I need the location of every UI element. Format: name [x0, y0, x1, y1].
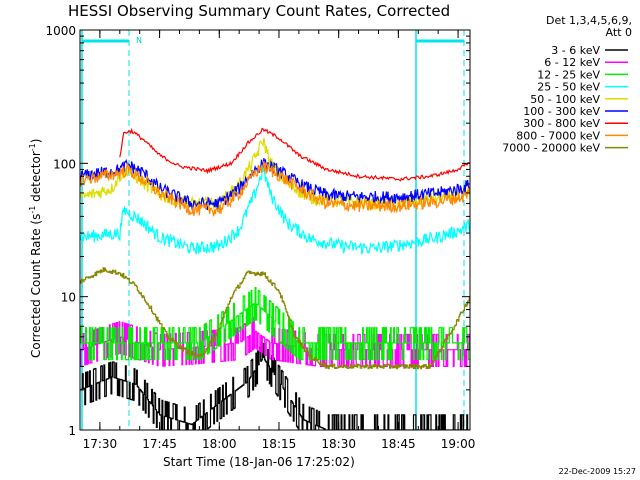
x-tick-label-4: 18:30	[321, 437, 356, 451]
x-axis: 17:30 17:45 18:00 18:15 18:30 18:45 19:00	[79, 30, 476, 451]
series-line-6	[119, 127, 470, 182]
x-tick-label-3: 18:15	[262, 437, 297, 451]
series-line-0	[80, 342, 470, 430]
legend-label-1: 6 - 12 keV	[544, 56, 600, 69]
series-line-3	[80, 166, 470, 255]
x-tick-label-2: 18:00	[202, 437, 237, 451]
legend-label-7: 800 - 7000 keV	[516, 129, 600, 142]
legend-header-2: Att 0	[606, 26, 632, 39]
timestamp: 22-Dec-2009 15:27	[559, 467, 636, 476]
legend-label-6: 300 - 800 keV	[523, 117, 600, 130]
y-axis: 1 10 100 1000	[45, 24, 470, 438]
plot-frame	[79, 29, 471, 431]
x-axis-label: Start Time (18-Jan-06 17:25:02)	[163, 455, 355, 469]
y-tick-label-0: 1	[68, 424, 76, 438]
legend-label-3: 25 - 50 keV	[537, 81, 600, 94]
y-axis-label: Corrected Count Rate (s-1 detector-1)	[28, 139, 43, 358]
series-line-1	[80, 316, 470, 367]
legend-label-5: 100 - 300 keV	[523, 105, 600, 118]
x-tick-label-5: 18:45	[381, 437, 416, 451]
series-line-5	[80, 158, 470, 211]
night-marker: N	[136, 36, 142, 45]
y-tick-label-1: 10	[61, 291, 76, 305]
series-line-8	[80, 267, 470, 370]
legend-label-4: 50 - 100 keV	[530, 93, 600, 106]
y-tick-label-3: 1000	[45, 24, 76, 38]
x-tick-label-1: 17:45	[142, 437, 177, 451]
chart-title: HESSI Observing Summary Count Rates, Cor…	[68, 2, 450, 20]
y-tick-label-2: 100	[53, 157, 76, 171]
legend-label-0: 3 - 6 keV	[551, 44, 600, 57]
series-layer	[80, 127, 470, 430]
series-line-7	[80, 160, 470, 217]
x-tick-label-0: 17:30	[83, 437, 118, 451]
legend-header-1: Det 1,3,4,5,6,9,	[546, 14, 632, 27]
legend-label-8: 7000 - 20000 keV	[502, 142, 600, 155]
x-tick-label-6: 19:00	[441, 437, 476, 451]
series-line-2	[80, 287, 470, 361]
legend-label-2: 12 - 25 keV	[537, 68, 600, 81]
